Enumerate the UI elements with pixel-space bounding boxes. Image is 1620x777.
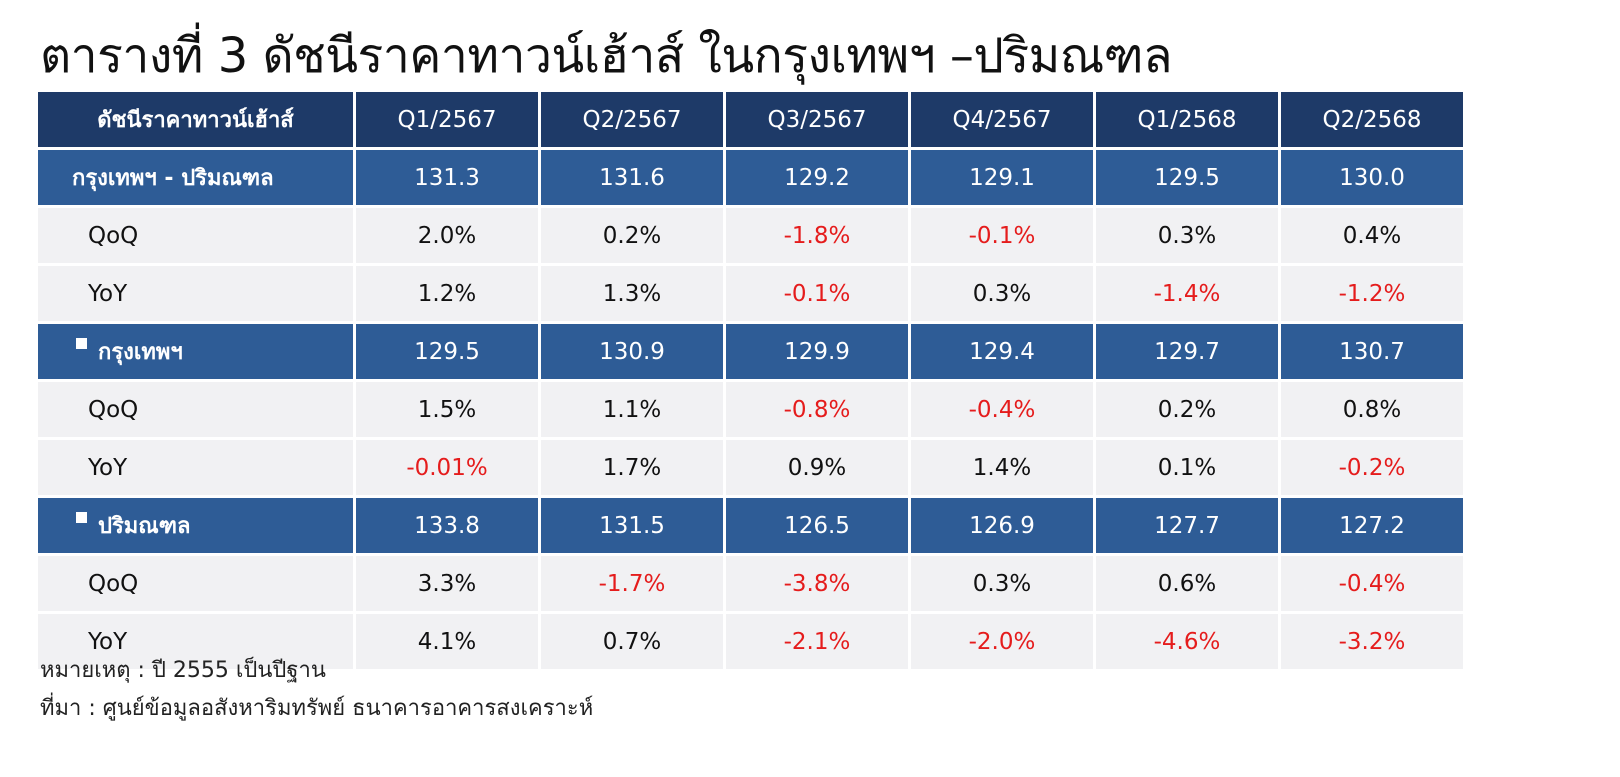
change-value-cell: 3.3% <box>356 556 538 611</box>
metric-label: QoQ <box>38 208 353 263</box>
change-value-cell: -3.8% <box>726 556 908 611</box>
index-value-cell: 130.7 <box>1281 324 1463 379</box>
change-value-cell: -3.2% <box>1281 614 1463 669</box>
change-value-cell: 0.1% <box>1096 440 1278 495</box>
metric-row: QoQ 1.5% 1.1% -0.8% -0.4% 0.2% 0.8% <box>38 382 1463 437</box>
remark-note: หมายเหตุ : ปี 2555 เป็นปีฐาน <box>40 658 326 683</box>
change-value-cell: 4.1% <box>356 614 538 669</box>
metric-label: QoQ <box>38 556 353 611</box>
change-value-cell: 1.2% <box>356 266 538 321</box>
change-value-cell: -1.7% <box>541 556 723 611</box>
index-value-cell: 129.5 <box>356 324 538 379</box>
metric-row: YoY 1.2% 1.3% -0.1% 0.3% -1.4% -1.2% <box>38 266 1463 321</box>
table-body: กรุงเทพฯ - ปริมณฑล 131.3 131.6 129.2 129.1 12… <box>38 150 1463 669</box>
change-value-cell: -0.1% <box>726 266 908 321</box>
change-value-cell: -0.2% <box>1281 440 1463 495</box>
change-value-cell: -1.4% <box>1096 266 1278 321</box>
index-value-cell: 131.3 <box>356 150 538 205</box>
change-value-cell: -0.1% <box>911 208 1093 263</box>
group-row: ปริมณฑล 133.8 131.5 126.5 126.9 127.7 127.2 <box>38 498 1463 553</box>
change-value-cell: 1.7% <box>541 440 723 495</box>
index-value-cell: 133.8 <box>356 498 538 553</box>
metric-row: QoQ 3.3% -1.7% -3.8% 0.3% 0.6% -0.4% <box>38 556 1463 611</box>
change-value-cell: 0.3% <box>1096 208 1278 263</box>
index-value-cell: 126.9 <box>911 498 1093 553</box>
metric-row: YoY 4.1% 0.7% -2.1% -2.0% -4.6% -3.2% <box>38 614 1463 669</box>
header-quarter: Q2/2568 <box>1281 92 1463 147</box>
change-value-cell: -4.6% <box>1096 614 1278 669</box>
change-value-cell: 1.5% <box>356 382 538 437</box>
group-row: กรุงเทพฯ - ปริมณฑล 131.3 131.6 129.2 129.1 12… <box>38 150 1463 205</box>
bullet-square-icon <box>76 512 87 523</box>
change-value-cell: 0.7% <box>541 614 723 669</box>
page-title: ตารางที่ 3 ดัชนีราคาทาวน์เฮ้าส์ ในกรุงเท… <box>40 28 1173 84</box>
change-value-cell: 0.8% <box>1281 382 1463 437</box>
group-row: กรุงเทพฯ 129.5 130.9 129.9 129.4 129.7 130.7 <box>38 324 1463 379</box>
change-value-cell: -1.8% <box>726 208 908 263</box>
header-quarter: Q4/2567 <box>911 92 1093 147</box>
change-value-cell: 0.4% <box>1281 208 1463 263</box>
header-quarter: Q1/2568 <box>1096 92 1278 147</box>
change-value-cell: -0.4% <box>911 382 1093 437</box>
metric-row: QoQ 2.0% 0.2% -1.8% -0.1% 0.3% 0.4% <box>38 208 1463 263</box>
change-value-cell: -0.4% <box>1281 556 1463 611</box>
header-quarter: Q1/2567 <box>356 92 538 147</box>
index-value-cell: 131.6 <box>541 150 723 205</box>
change-value-cell: -2.0% <box>911 614 1093 669</box>
header-quarter: Q3/2567 <box>726 92 908 147</box>
index-value-cell: 129.1 <box>911 150 1093 205</box>
change-value-cell: 0.2% <box>1096 382 1278 437</box>
group-label-text: กรุงเทพฯ - ปริมณฑล <box>72 166 274 191</box>
index-value-cell: 129.9 <box>726 324 908 379</box>
header-label: ดัชนีราคาทาวน์เฮ้าส์ <box>38 92 353 147</box>
index-value-cell: 129.7 <box>1096 324 1278 379</box>
change-value-cell: 1.3% <box>541 266 723 321</box>
bullet-square-icon <box>76 338 87 349</box>
index-value-cell: 127.2 <box>1281 498 1463 553</box>
metric-row: YoY -0.01% 1.7% 0.9% 1.4% 0.1% -0.2% <box>38 440 1463 495</box>
change-value-cell: 1.4% <box>911 440 1093 495</box>
group-label: กรุงเทพฯ - ปริมณฑล <box>38 150 353 205</box>
change-value-cell: -2.1% <box>726 614 908 669</box>
index-value-cell: 130.0 <box>1281 150 1463 205</box>
metric-label: YoY <box>38 266 353 321</box>
index-value-cell: 127.7 <box>1096 498 1278 553</box>
group-label-text: ปริมณฑล <box>98 514 191 539</box>
change-value-cell: -0.8% <box>726 382 908 437</box>
change-value-cell: 0.6% <box>1096 556 1278 611</box>
group-label-text: กรุงเทพฯ <box>98 340 183 365</box>
index-value-cell: 129.4 <box>911 324 1093 379</box>
change-value-cell: 2.0% <box>356 208 538 263</box>
source-note: ที่มา : ศูนย์ข้อมูลอสังหาริมทรัพย์ ธนาคา… <box>40 696 594 721</box>
metric-label: YoY <box>38 614 353 669</box>
change-value-cell: 0.9% <box>726 440 908 495</box>
index-value-cell: 126.5 <box>726 498 908 553</box>
change-value-cell: 0.3% <box>911 266 1093 321</box>
metric-label: YoY <box>38 440 353 495</box>
change-value-cell: -1.2% <box>1281 266 1463 321</box>
change-value-cell: -0.01% <box>356 440 538 495</box>
change-value-cell: 0.3% <box>911 556 1093 611</box>
header-quarter: Q2/2567 <box>541 92 723 147</box>
index-value-cell: 130.9 <box>541 324 723 379</box>
change-value-cell: 0.2% <box>541 208 723 263</box>
index-value-cell: 129.5 <box>1096 150 1278 205</box>
metric-label: QoQ <box>38 382 353 437</box>
table-header-row: ดัชนีราคาทาวน์เฮ้าส์ Q1/2567 Q2/2567 Q3/… <box>38 92 1463 147</box>
group-label: ปริมณฑล <box>38 498 353 553</box>
group-label: กรุงเทพฯ <box>38 324 353 379</box>
townhouse-index-table: ดัชนีราคาทาวน์เฮ้าส์ Q1/2567 Q2/2567 Q3/… <box>35 89 1466 672</box>
index-value-cell: 131.5 <box>541 498 723 553</box>
change-value-cell: 1.1% <box>541 382 723 437</box>
index-value-cell: 129.2 <box>726 150 908 205</box>
